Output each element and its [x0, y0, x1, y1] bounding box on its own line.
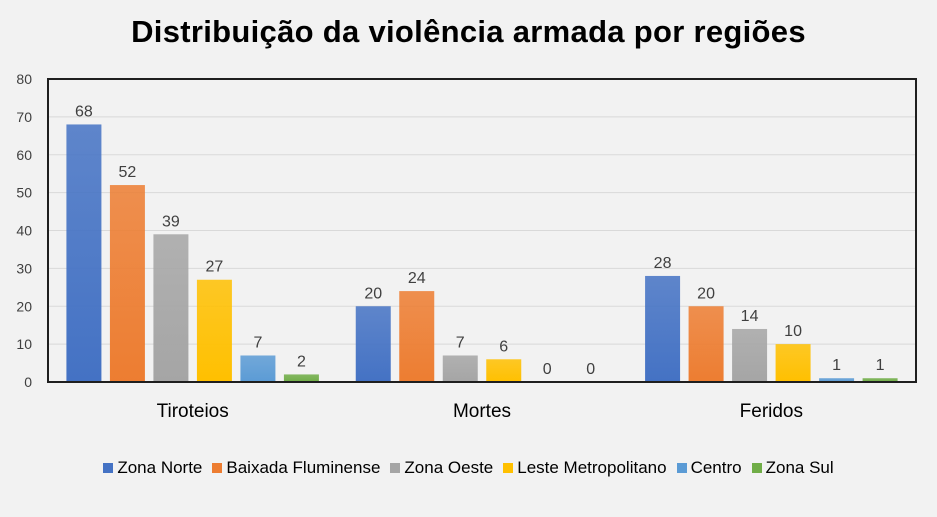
- y-tick-label: 0: [24, 374, 32, 390]
- bar: [240, 355, 276, 382]
- data-label: 28: [654, 255, 672, 272]
- bar: [355, 306, 391, 382]
- legend-entry: Zona Oeste: [390, 458, 493, 478]
- legend: Zona Norte Baixada Fluminense Zona Oeste Le…: [0, 458, 937, 478]
- legend-entry: Centro: [676, 458, 742, 478]
- bars: [66, 124, 898, 382]
- y-tick-label: 40: [16, 223, 32, 239]
- category-label: Tiroteios: [157, 401, 229, 422]
- y-tick-label: 10: [16, 336, 32, 352]
- data-label: 1: [876, 357, 885, 374]
- legend-swatch: [390, 463, 401, 473]
- category-label: Mortes: [453, 401, 511, 422]
- legend-entry: Zona Norte: [103, 458, 202, 478]
- x-axis-categories: Tiroteios Mortes Feridos: [157, 401, 803, 422]
- legend-entry: Zona Sul: [751, 458, 834, 478]
- legend-entry: Baixada Fluminense: [212, 458, 380, 478]
- legend-swatch: [503, 463, 514, 473]
- y-axis-ticks: 0 10 20 30 40 50 60 70 80: [16, 71, 32, 390]
- legend-label: Centro: [690, 458, 742, 477]
- legend-swatch: [751, 463, 762, 473]
- data-label: 68: [75, 103, 93, 120]
- y-tick-label: 30: [16, 260, 32, 276]
- legend-swatch: [103, 463, 114, 473]
- data-label: 6: [499, 338, 508, 355]
- data-label: 1: [832, 357, 841, 374]
- legend-label: Zona Sul: [765, 458, 834, 477]
- legend-swatch: [676, 463, 687, 473]
- data-label: 0: [543, 361, 552, 378]
- chart-title: Distribuição da violência armada por reg…: [131, 14, 806, 49]
- data-label: 10: [784, 323, 802, 340]
- data-label: 39: [162, 213, 180, 230]
- legend-entry: Leste Metropolitano: [503, 458, 667, 478]
- y-tick-label: 60: [16, 147, 32, 163]
- data-label: 14: [741, 308, 759, 325]
- data-label: 7: [253, 334, 262, 351]
- bar: [775, 344, 811, 382]
- bar: [109, 185, 145, 382]
- data-label: 0: [586, 361, 595, 378]
- data-label: 20: [697, 285, 715, 302]
- bar: [66, 124, 102, 382]
- bar: [283, 374, 319, 382]
- bar: [153, 234, 189, 382]
- bar: [862, 378, 898, 382]
- plot-area-frame: [47, 78, 917, 383]
- legend-label: Zona Oeste: [404, 458, 494, 477]
- legend-label: Leste Metropolitano: [517, 458, 667, 477]
- data-labels: 68 52 39 27 7 2 20 24 7 6 0 0 28 20 14 10 1 1: [75, 103, 885, 378]
- legend-label: Zona Norte: [117, 458, 203, 477]
- y-tick-label: 20: [16, 298, 32, 314]
- category-label: Feridos: [740, 401, 803, 422]
- data-label: 52: [119, 164, 137, 181]
- bar: [732, 328, 768, 382]
- y-tick-label: 80: [16, 71, 32, 87]
- bar: [645, 275, 681, 382]
- legend-swatch: [212, 463, 223, 473]
- y-tick-label: 70: [16, 109, 32, 125]
- bar: [196, 279, 232, 382]
- bar: [688, 306, 724, 382]
- legend-label: Baixada Fluminense: [226, 458, 381, 477]
- data-label: 2: [297, 353, 306, 370]
- data-label: 24: [408, 270, 426, 287]
- y-tick-label: 50: [16, 185, 32, 201]
- bar: [486, 359, 522, 382]
- data-label: 27: [206, 259, 224, 276]
- data-label: 7: [456, 334, 465, 351]
- bar: [819, 378, 855, 382]
- gridlines: [48, 116, 916, 345]
- data-label: 20: [364, 285, 382, 302]
- bar: [442, 355, 478, 382]
- bar: [399, 291, 435, 382]
